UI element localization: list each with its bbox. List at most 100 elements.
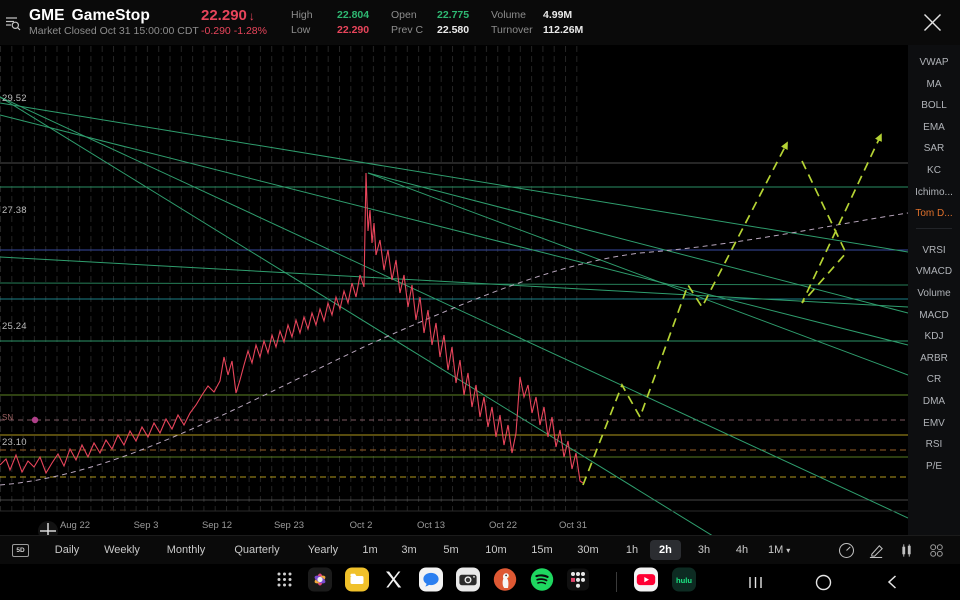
- recents-button[interactable]: [744, 571, 766, 593]
- dock-divider: [616, 572, 617, 592]
- market-status-line: Market Closed Oct 31 15:00:00 CDT: [29, 25, 201, 38]
- timeframe-toolbar: 5D Daily Weekly Monthly Quarterly Yearly…: [0, 535, 960, 564]
- indicator-volume[interactable]: Volume: [917, 287, 951, 299]
- market-status: Market Closed: [29, 25, 97, 37]
- app-grid-icon[interactable]: [275, 570, 294, 594]
- indicator-sar[interactable]: SAR: [923, 143, 945, 155]
- market-time: Oct 31 15:00:00 CDT: [99, 25, 199, 37]
- messages-icon[interactable]: [419, 567, 443, 597]
- indicator-vrsi[interactable]: VRSI: [922, 244, 946, 256]
- timeframe-dropdown-label: 1M: [768, 544, 784, 556]
- price-line: [0, 172, 584, 484]
- dot-marker: [31, 416, 39, 424]
- period-badge-5d[interactable]: 5D: [12, 543, 29, 557]
- rail-divider: [916, 227, 952, 238]
- tab-15m[interactable]: 15m: [531, 544, 553, 556]
- indicator-vmacd[interactable]: VMACD: [915, 266, 953, 278]
- duckduckgo-icon[interactable]: [493, 568, 517, 597]
- indicator-ichimoku[interactable]: Ichimo...: [915, 186, 953, 198]
- list-search-icon[interactable]: [0, 0, 26, 45]
- indicator-ema[interactable]: EMA: [923, 121, 945, 133]
- change-percent: -1.28%: [233, 25, 267, 37]
- tab-quarterly[interactable]: Quarterly: [234, 544, 280, 556]
- indicator-pe[interactable]: P/E: [925, 460, 943, 472]
- symbol-block[interactable]: GME GameStop Market Closed Oct 31 15:00:0…: [29, 7, 201, 38]
- gauge-icon[interactable]: [838, 542, 855, 559]
- timeframe-dropdown[interactable]: 1M ▾: [768, 544, 790, 556]
- home-button[interactable]: [812, 571, 834, 593]
- chart-grid: [0, 45, 583, 511]
- indicator-emv[interactable]: EMV: [923, 417, 945, 429]
- symbol-name: GameStop: [71, 7, 150, 24]
- tab-daily[interactable]: Daily: [54, 544, 80, 556]
- fan-line-2: [0, 114, 908, 346]
- indicator-ma[interactable]: MA: [926, 78, 942, 90]
- system-dock: hulu: [0, 564, 960, 600]
- indicator-boll[interactable]: BOLL: [921, 100, 947, 112]
- indicator-vwap[interactable]: VWAP: [919, 57, 949, 68]
- symbol-title: GME GameStop: [29, 7, 201, 24]
- files-icon[interactable]: [345, 567, 369, 597]
- last-price-row: 22.290 ↓: [201, 7, 291, 25]
- stats-column-volume-turnover: Volume 4.99M Turnover 112.26M: [491, 8, 599, 38]
- chart-canvas: [0, 45, 908, 535]
- indicator-tom-demark[interactable]: Tom D...: [915, 208, 953, 220]
- grid-apps-icon[interactable]: [928, 542, 945, 559]
- camera-icon[interactable]: [456, 567, 480, 597]
- tab-10m[interactable]: 10m: [485, 544, 507, 556]
- volume-label: Volume: [491, 8, 527, 21]
- open-value: 22.775: [437, 8, 470, 21]
- high-label: High: [291, 8, 313, 21]
- tab-1h[interactable]: 1h: [625, 544, 639, 556]
- app-drawer-icon[interactable]: [567, 568, 589, 596]
- stats-column-open-prevc: Open 22.775 Prev C 22.580: [391, 8, 489, 38]
- fan-line-7: [367, 172, 908, 376]
- rising-dashed-trendline: [0, 212, 908, 486]
- tab-2h[interactable]: 2h: [650, 540, 681, 560]
- indicator-kc[interactable]: KC: [927, 164, 941, 176]
- tab-monthly[interactable]: Monthly: [166, 544, 206, 556]
- fan-line-8: [0, 282, 908, 286]
- tab-30m[interactable]: 30m: [577, 544, 599, 556]
- photos-icon[interactable]: [308, 567, 332, 597]
- open-label: Open: [391, 8, 417, 21]
- youtube-icon[interactable]: [634, 567, 658, 597]
- chart-header: GME GameStop Market Closed Oct 31 15:00:0…: [0, 0, 960, 45]
- turnover-label: Turnover: [491, 23, 533, 36]
- symbol-code: GME: [29, 7, 65, 24]
- highlighter-icon[interactable]: [868, 542, 885, 559]
- tab-yearly[interactable]: Yearly: [307, 544, 339, 556]
- close-icon[interactable]: [904, 0, 960, 45]
- hulu-icon[interactable]: hulu: [672, 567, 696, 597]
- turnover-value: 112.26M: [543, 23, 584, 36]
- candlestick-icon[interactable]: [898, 542, 915, 559]
- indicator-rail: VWAP MA BOLL EMA SAR KC Ichimo... Tom D.…: [908, 45, 960, 535]
- indicator-macd[interactable]: MACD: [919, 309, 949, 321]
- back-button[interactable]: [881, 571, 903, 593]
- price-chart[interactable]: 29.52 27.38 25.24 23.10 20.96 SN Aug 22 …: [0, 45, 908, 535]
- low-value: 22.290: [337, 23, 370, 36]
- spotify-icon[interactable]: [530, 568, 554, 597]
- low-label: Low: [291, 23, 311, 36]
- svg-text:hulu: hulu: [676, 576, 692, 585]
- tab-weekly[interactable]: Weekly: [104, 544, 140, 556]
- prev-close-value: 22.580: [437, 23, 470, 36]
- tab-1m[interactable]: 1m: [362, 544, 378, 556]
- tab-3h[interactable]: 3h: [697, 544, 711, 556]
- indicator-dma[interactable]: DMA: [922, 395, 946, 407]
- tab-4h[interactable]: 4h: [735, 544, 749, 556]
- indicator-arbr[interactable]: ARBR: [920, 352, 948, 364]
- tab-3m[interactable]: 3m: [401, 544, 417, 556]
- tab-5m[interactable]: 5m: [443, 544, 459, 556]
- indicator-cr[interactable]: CR: [926, 374, 942, 386]
- fan-line-3: [0, 102, 908, 253]
- indicator-rsi[interactable]: RSI: [925, 439, 943, 451]
- change-absolute: -0.290: [201, 25, 231, 37]
- direction-arrow-icon: ↓: [248, 9, 255, 23]
- stats-column-high-low: High 22.804 Low 22.290: [291, 8, 389, 38]
- prev-close-label: Prev C: [391, 23, 424, 36]
- volume-value: 4.99M: [543, 8, 573, 21]
- x-twitter-icon[interactable]: [383, 569, 404, 595]
- last-price: 22.290: [201, 7, 247, 24]
- indicator-kdj[interactable]: KDJ: [924, 331, 944, 343]
